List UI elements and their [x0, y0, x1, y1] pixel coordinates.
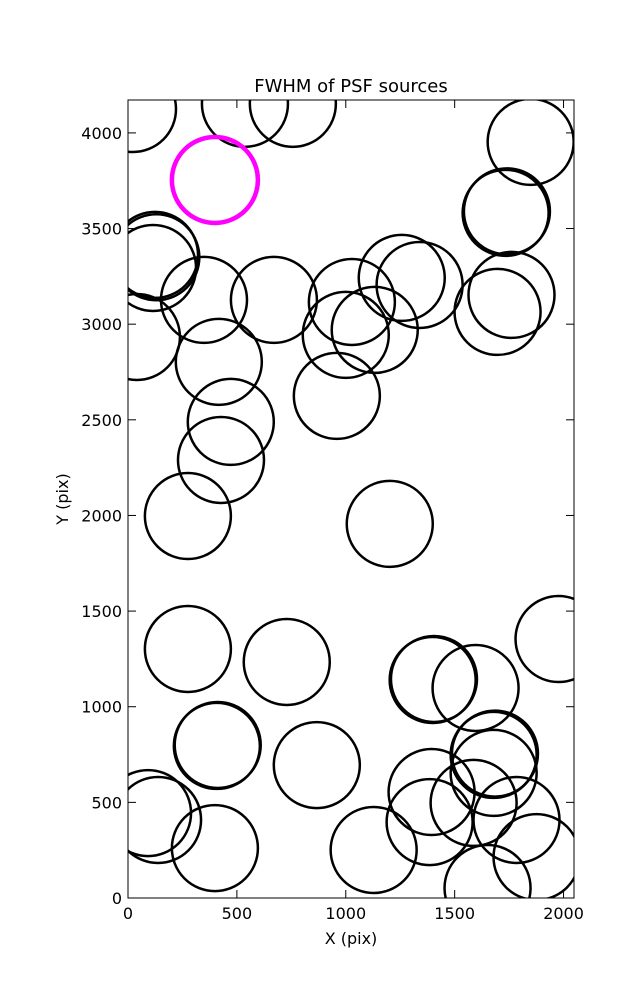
y-axis-label: Y (pix)	[53, 473, 72, 525]
marker	[431, 643, 520, 733]
marker	[292, 351, 382, 441]
marker	[514, 594, 574, 684]
marker	[143, 471, 233, 561]
marker	[461, 168, 550, 258]
marker	[173, 700, 262, 790]
x-tick-label: 500	[222, 904, 253, 923]
x-axis-label: X (pix)	[325, 929, 378, 948]
plot-area	[128, 100, 574, 898]
marker	[242, 617, 332, 707]
marker	[449, 728, 538, 818]
axes-frame	[127, 99, 575, 899]
marker	[449, 710, 538, 800]
marker	[453, 267, 542, 357]
marker	[443, 843, 532, 898]
marker	[492, 812, 574, 898]
y-tick-label: 2500	[81, 411, 122, 430]
marker	[128, 292, 182, 382]
marker	[345, 479, 435, 569]
marker	[301, 290, 391, 380]
marker	[128, 223, 198, 313]
marker	[467, 250, 556, 340]
marker	[159, 255, 249, 345]
marker	[389, 634, 479, 724]
marker	[462, 167, 552, 256]
marker	[176, 415, 266, 505]
marker	[375, 240, 464, 330]
marker	[128, 100, 178, 154]
y-tick-label: 500	[91, 793, 122, 812]
marker	[128, 775, 203, 865]
y-tick-label: 1500	[81, 602, 122, 621]
marker	[229, 255, 319, 345]
marker	[330, 285, 419, 375]
chart-title: FWHM of PSF sources	[254, 76, 448, 97]
marker	[307, 257, 397, 347]
marker	[143, 604, 233, 694]
marker	[357, 233, 446, 323]
y-tick-label: 0	[112, 889, 122, 908]
x-tick-label: 1000	[325, 904, 366, 923]
marker	[186, 377, 276, 467]
marker	[248, 100, 338, 149]
y-tick-label: 3000	[81, 315, 122, 334]
marker	[169, 134, 261, 226]
marker	[387, 747, 476, 837]
y-tick-label: 2000	[81, 506, 122, 525]
marker	[429, 758, 518, 848]
y-tick-label: 4000	[81, 124, 122, 143]
x-tick-label: 0	[123, 904, 133, 923]
x-tick-label: 2000	[543, 904, 584, 923]
marker	[170, 803, 260, 893]
marker	[200, 100, 290, 149]
marker	[486, 100, 574, 187]
marker	[174, 317, 264, 407]
x-tick-label: 1500	[434, 904, 475, 923]
marker	[329, 805, 418, 895]
y-tick-label: 1000	[81, 698, 122, 717]
marker	[128, 212, 201, 302]
y-tick-label: 3500	[81, 220, 122, 239]
marker	[272, 720, 362, 810]
